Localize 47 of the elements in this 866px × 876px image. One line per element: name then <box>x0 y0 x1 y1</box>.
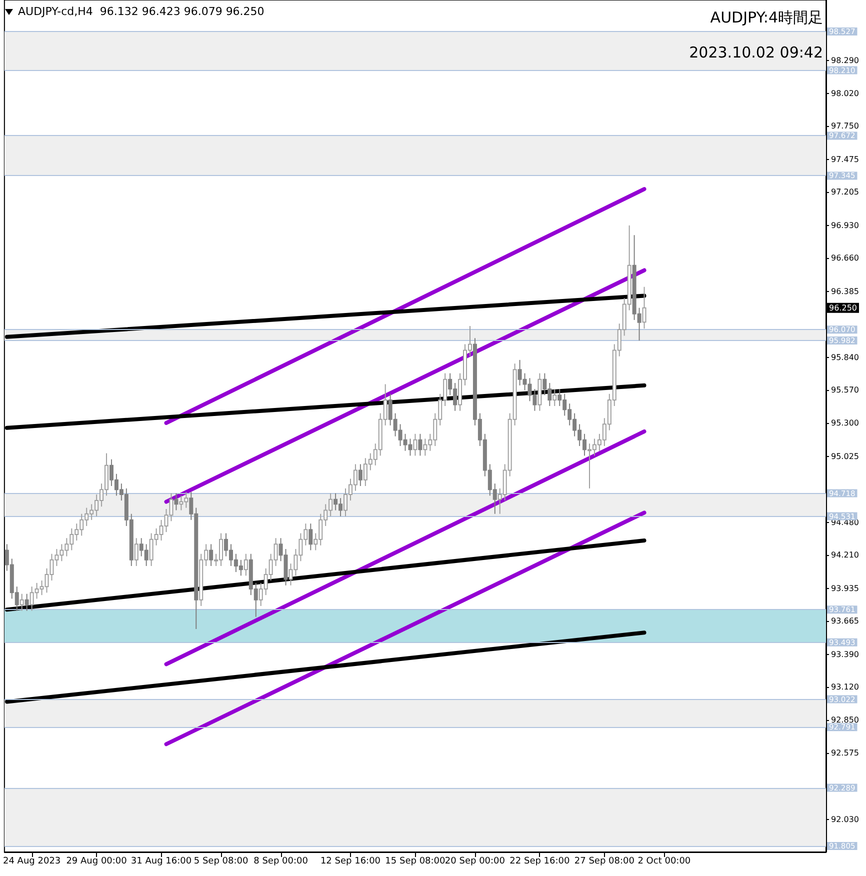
candlestick <box>24 593 29 612</box>
x-tick-label: 29 Aug 00:00 <box>66 856 128 866</box>
y-tick-label: 94.210 <box>831 550 859 560</box>
candlestick <box>552 388 557 407</box>
y-tick-label: 97.205 <box>831 188 859 197</box>
candlestick <box>174 492 178 511</box>
y-tick-label: 97.750 <box>831 122 859 131</box>
x-tick-label: 8 Sep 00:00 <box>254 856 308 866</box>
y-tick-label: 95.570 <box>831 386 859 395</box>
text: AUDJPY-cd,H4 96.132 96.423 96.079 96.250 <box>18 5 264 18</box>
y-tick-label: 95.840 <box>831 353 859 362</box>
candlestick <box>134 538 138 566</box>
x-tick-label: 2 Oct 00:00 <box>638 856 691 866</box>
x-tick-label: 20 Sep 00:00 <box>444 856 506 866</box>
candlestick <box>418 433 422 456</box>
y-tick-label: 96.385 <box>831 286 859 296</box>
candlestick <box>413 433 418 456</box>
candlestick <box>308 523 313 551</box>
x-tick-label: 12 Sep 16:00 <box>320 856 381 866</box>
y-tick-label: 93.935 <box>831 584 859 593</box>
x-tick-label: 24 Aug 2023 <box>2 856 61 866</box>
y-tick-label: 98.290 <box>831 56 859 66</box>
candlestick <box>642 286 646 330</box>
x-tick-label: 5 Sep 08:00 <box>194 856 248 866</box>
x-tick-label: 27 Sep 08:00 <box>574 856 635 866</box>
y-tick-label: 96.930 <box>831 220 859 230</box>
text: AUDJPY:4時間足 <box>710 8 824 26</box>
x-tick-label: 22 Sep 16:00 <box>510 856 570 866</box>
candlestick <box>358 464 362 486</box>
candlestick <box>244 553 248 576</box>
x-tick-label: 15 Sep 08:00 <box>385 856 446 866</box>
y-tick-label: 92.575 <box>831 748 859 758</box>
annotation: 96.250 <box>829 303 857 312</box>
y-tick-label: 93.665 <box>831 616 859 626</box>
annotation: 2023.10.02 09:42 <box>689 44 824 62</box>
y-tick-label: 96.660 <box>831 254 859 263</box>
y-tick-label: 95.300 <box>831 418 859 428</box>
y-tick-label: 93.390 <box>831 650 859 659</box>
y-tick-label: 92.850 <box>831 715 859 724</box>
y-tick-label: 93.120 <box>831 682 859 692</box>
y-tick-label: 97.475 <box>831 154 859 164</box>
candlestick <box>209 544 214 566</box>
y-tick-label: 98.020 <box>831 88 859 98</box>
y-tick-label: 95.025 <box>831 452 859 461</box>
y-tick-label: 92.030 <box>831 814 859 824</box>
x-tick-label: 31 Aug 16:00 <box>130 856 192 866</box>
candlestick <box>20 593 24 612</box>
